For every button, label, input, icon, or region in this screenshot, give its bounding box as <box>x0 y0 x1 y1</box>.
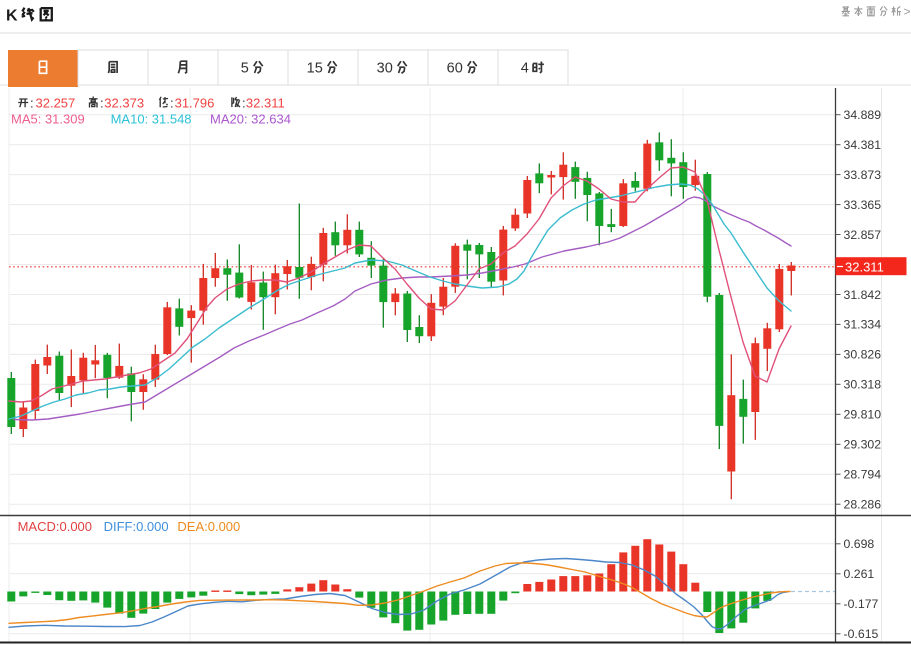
svg-text:28.286: 28.286 <box>844 497 882 511</box>
svg-text:31.796: 31.796 <box>175 96 215 111</box>
svg-text:60: 60 <box>447 61 463 77</box>
svg-text:28.794: 28.794 <box>844 468 882 482</box>
svg-text:32.373: 32.373 <box>104 96 144 111</box>
svg-text:29.302: 29.302 <box>844 438 882 452</box>
svg-text:32.257: 32.257 <box>36 96 76 111</box>
svg-text:15: 15 <box>307 61 323 77</box>
svg-text:MACD:0.000: MACD:0.000 <box>18 519 92 534</box>
svg-text:31.842: 31.842 <box>844 288 882 302</box>
svg-text:31.334: 31.334 <box>844 318 882 332</box>
svg-text:29.810: 29.810 <box>844 408 882 422</box>
svg-text:32.311: 32.311 <box>246 96 285 111</box>
svg-text:0.698: 0.698 <box>844 537 875 551</box>
svg-text:K: K <box>6 8 18 25</box>
svg-text::: : <box>30 96 34 111</box>
svg-text:5: 5 <box>241 61 249 77</box>
svg-text:30.318: 30.318 <box>844 378 882 392</box>
svg-text:34.889: 34.889 <box>844 108 882 122</box>
svg-text:-0.615: -0.615 <box>844 627 879 641</box>
svg-text:33.873: 33.873 <box>844 168 882 182</box>
svg-text::: : <box>100 96 104 111</box>
svg-text:32.857: 32.857 <box>844 228 882 242</box>
svg-text::: : <box>170 96 174 111</box>
svg-text:33.365: 33.365 <box>844 198 882 212</box>
svg-text:MA10: 31.548: MA10: 31.548 <box>111 112 192 127</box>
svg-text:-0.177: -0.177 <box>844 597 879 611</box>
svg-text:0.261: 0.261 <box>844 567 875 581</box>
svg-text:34.381: 34.381 <box>844 138 882 152</box>
svg-text:30: 30 <box>377 61 393 77</box>
svg-text:32.311: 32.311 <box>845 260 884 275</box>
svg-text:MA5: 31.309: MA5: 31.309 <box>11 112 85 127</box>
svg-text:>: > <box>904 5 911 19</box>
svg-text::: : <box>242 96 246 111</box>
svg-text:30.826: 30.826 <box>844 348 882 362</box>
svg-text:4: 4 <box>521 61 529 77</box>
svg-text:DEA:0.000: DEA:0.000 <box>177 519 240 534</box>
svg-text:DIFF:0.000: DIFF:0.000 <box>104 519 169 534</box>
svg-text:MA20: 32.634: MA20: 32.634 <box>210 112 291 127</box>
